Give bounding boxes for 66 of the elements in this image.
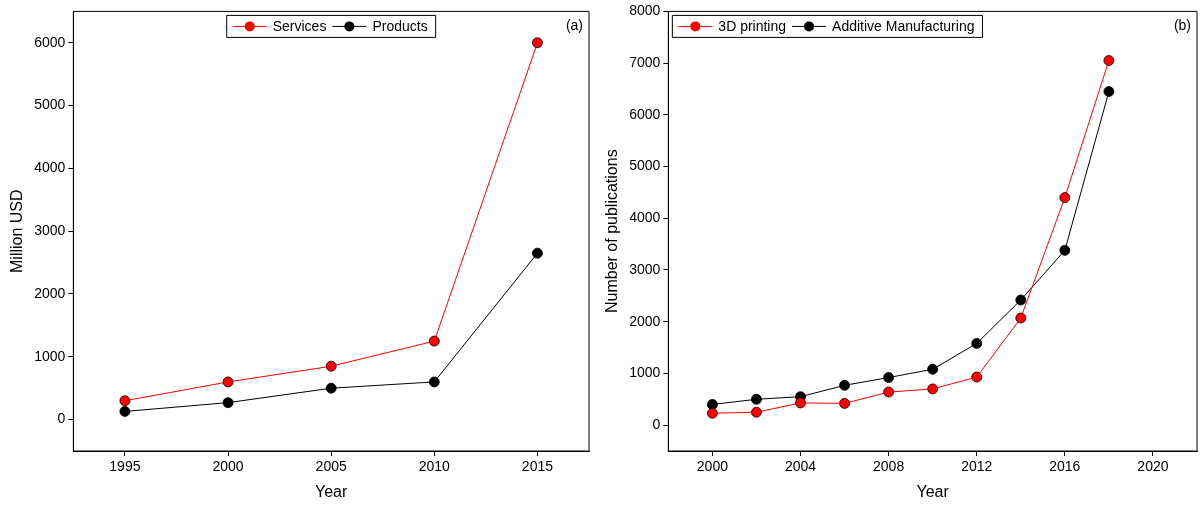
point — [971, 338, 983, 349]
point — [428, 376, 440, 388]
y-tick-label: 3000 — [34, 222, 66, 239]
point — [428, 335, 440, 347]
y-tick-label: 6000 — [34, 33, 66, 50]
legend-label: Services — [272, 18, 327, 35]
y-tick-label: 4000 — [34, 159, 66, 176]
point — [927, 383, 939, 395]
point — [839, 398, 850, 409]
point — [883, 386, 895, 398]
annotation: (b) — [1173, 17, 1191, 34]
legend-label: 3D printing — [718, 18, 787, 35]
y-tick-label: 4000 — [629, 209, 661, 226]
x-tick-label: 2015 — [521, 458, 554, 475]
legend-label: Additive Manufacturing — [832, 18, 975, 35]
point — [839, 379, 850, 391]
point — [1103, 55, 1115, 66]
y-tick-label: 0 — [652, 416, 661, 432]
point — [325, 360, 337, 372]
point — [532, 247, 543, 259]
x-tick-label: 2020 — [1137, 458, 1169, 475]
x-tick-label: 2012 — [961, 458, 993, 475]
point — [222, 397, 234, 409]
point — [119, 406, 131, 417]
x-tick-label: 2016 — [1049, 458, 1081, 475]
y-axis-title: Number of publications — [603, 149, 621, 314]
y-tick-label: 7000 — [629, 53, 661, 70]
y-tick-label: 3000 — [629, 260, 661, 277]
y-tick-label: 5000 — [34, 96, 66, 113]
annotation: (a) — [565, 17, 583, 34]
point — [1015, 312, 1027, 324]
point — [707, 399, 718, 410]
point — [222, 376, 234, 388]
x-tick-label: 2005 — [315, 458, 347, 475]
y-tick-label: 5000 — [629, 157, 661, 174]
point — [1059, 244, 1071, 256]
point — [707, 407, 718, 419]
y-tick-label: 6000 — [629, 105, 661, 122]
y-tick-label: 8000 — [629, 2, 661, 19]
x-tick-label: 2008 — [873, 458, 905, 475]
point — [927, 363, 939, 375]
point — [532, 37, 543, 49]
x-tick-label: 2004 — [784, 458, 817, 475]
point — [119, 395, 131, 407]
y-tick-label: 2000 — [34, 284, 66, 301]
y-axis-title: Million USD — [8, 189, 26, 273]
x-axis-title: Year — [315, 482, 349, 500]
point — [325, 382, 337, 394]
x-axis-title: Year — [916, 482, 950, 500]
y-tick-label: 1000 — [629, 364, 661, 381]
point — [1103, 86, 1115, 97]
point — [1059, 192, 1071, 203]
y-tick-label: 0 — [57, 410, 66, 427]
point — [795, 397, 806, 409]
point — [971, 371, 983, 383]
point — [883, 372, 895, 383]
point — [751, 406, 762, 418]
y-tick-label: 1000 — [34, 347, 66, 364]
x-tick-label: 2000 — [212, 458, 244, 475]
legend-label: Products — [372, 18, 428, 35]
x-tick-label: 2010 — [418, 458, 451, 475]
y-tick-label: 2000 — [629, 312, 661, 329]
x-tick-label: 1995 — [109, 458, 141, 475]
point — [1015, 294, 1027, 306]
x-tick-label: 2000 — [696, 458, 729, 475]
point — [751, 393, 762, 405]
